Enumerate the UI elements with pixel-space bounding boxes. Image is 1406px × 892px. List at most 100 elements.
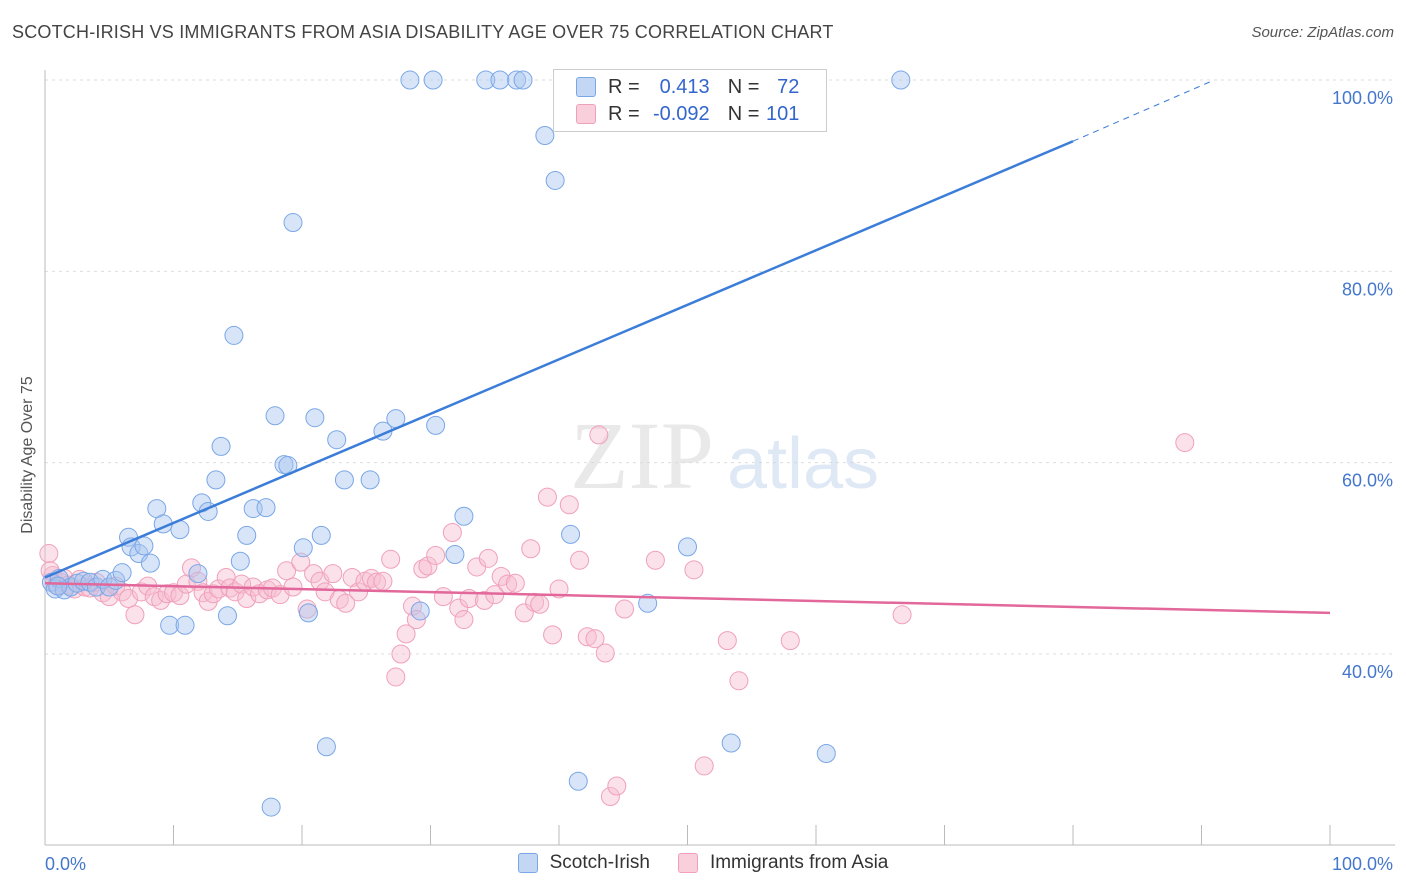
chart-title: SCOTCH-IRISH VS IMMIGRANTS FROM ASIA DIS… (12, 22, 834, 42)
blue-point (445, 545, 465, 565)
pink-point (304, 564, 324, 584)
axes (44, 70, 1395, 846)
pink-point (361, 568, 381, 588)
legend-r-label: R = (608, 102, 640, 125)
blue-point (237, 525, 257, 545)
blue-point (891, 70, 911, 90)
blue-point (206, 470, 226, 490)
pink-point (426, 545, 446, 565)
pink-point (342, 567, 362, 587)
legend-label-immigrants-asia: Immigrants from Asia (709, 852, 889, 873)
x-tick-labels: 0.0% 100.0% (45, 854, 1393, 874)
pink-point (418, 556, 438, 576)
blue-point (678, 537, 697, 557)
legend-r-label: R = (608, 75, 640, 98)
pink-point (373, 571, 393, 591)
legend-swatch-blue-icon (576, 77, 596, 97)
legend-n-label: N = (727, 75, 760, 98)
pink-point (585, 629, 605, 649)
pink-point (892, 605, 912, 625)
y-axis-label: Disability Age Over 75 (19, 376, 36, 534)
blue-point (400, 70, 420, 90)
blue-point (256, 498, 276, 518)
source-label: Source: ZipAtlas.com (1251, 24, 1394, 41)
blue-point (535, 125, 555, 145)
pink-point (570, 550, 590, 570)
blue-point (211, 436, 231, 456)
pink-point (559, 495, 579, 515)
blue-point (112, 563, 132, 583)
pink-point (505, 573, 525, 593)
blue-point (360, 470, 380, 490)
blue-point (316, 737, 336, 757)
watermark-zip: ZIP (570, 402, 714, 509)
blue-point (261, 797, 281, 817)
pink-point (391, 644, 411, 664)
pink-point (549, 579, 569, 599)
pink-point (277, 561, 297, 581)
pink-point (237, 589, 257, 609)
blue-point (311, 525, 331, 545)
pink-point (291, 552, 311, 572)
series-legend: Scotch-Irish Immigrants from Asia (0, 852, 1406, 874)
pink-point (615, 599, 635, 619)
blue-point (334, 470, 354, 490)
legend-r-value: -0.092 (652, 102, 710, 125)
pink-point (39, 544, 59, 564)
pink-point (595, 643, 615, 663)
pink-point (589, 425, 609, 445)
blue-trend-line (44, 140, 1074, 579)
pink-point (442, 523, 462, 543)
blue-point (188, 564, 208, 584)
pink-point (1175, 433, 1195, 453)
blue-point (217, 606, 237, 626)
legend-n-value: 101 (766, 102, 800, 125)
pink-point (386, 667, 406, 687)
pink-point (645, 550, 665, 570)
pink-point (521, 539, 541, 559)
legend-swatch-pink-icon (576, 104, 596, 124)
blue-point (298, 603, 318, 623)
blue-point (410, 601, 430, 621)
blue-point (48, 576, 68, 596)
pink-point (514, 603, 534, 623)
x-tick-label: 0.0% (45, 854, 86, 874)
blue-point (423, 70, 443, 90)
blue-point (476, 70, 496, 90)
y-tick-labels: 40.0% 60.0% 80.0% 100.0% (1332, 88, 1393, 682)
blue-point (816, 743, 836, 763)
legend-row-scotch-irish: R = 0.413 N = 72 (576, 75, 799, 99)
blue-point (638, 593, 658, 613)
grid-lines (45, 79, 1395, 655)
pink-point (413, 559, 433, 579)
y-tick-label: 40.0% (1342, 662, 1393, 682)
pink-point (780, 631, 800, 651)
pink-point (537, 487, 557, 507)
legend-label-scotch-irish: Scotch-Irish (549, 852, 650, 873)
x-tick-label: 100.0% (1332, 854, 1393, 874)
blue-point (140, 553, 160, 573)
blue-point (561, 524, 581, 544)
legend-swatch-blue-icon (517, 853, 538, 873)
blue-point (293, 538, 313, 558)
blue-point (513, 70, 533, 90)
legend-row-immigrants-asia: R = -0.092 N = 101 (576, 102, 799, 126)
blue-point (490, 70, 510, 90)
pink-point (607, 776, 627, 796)
blue-point (283, 213, 303, 233)
trend-lines (44, 79, 1331, 615)
blue-point (721, 733, 741, 753)
pink-point (454, 610, 474, 630)
watermark-atlas: atlas (727, 424, 879, 504)
blue-point (265, 406, 285, 426)
blue-trend-extension (1072, 79, 1215, 142)
pink-point (336, 593, 356, 613)
blue-point (230, 551, 250, 571)
pink-point (381, 549, 401, 569)
pink-trend-line (44, 581, 1331, 615)
pink-point (478, 548, 498, 568)
blue-point (507, 70, 527, 90)
pink-point (433, 587, 453, 607)
legend-item-immigrants-asia: Immigrants from Asia (677, 852, 889, 874)
blue-point (568, 771, 588, 791)
